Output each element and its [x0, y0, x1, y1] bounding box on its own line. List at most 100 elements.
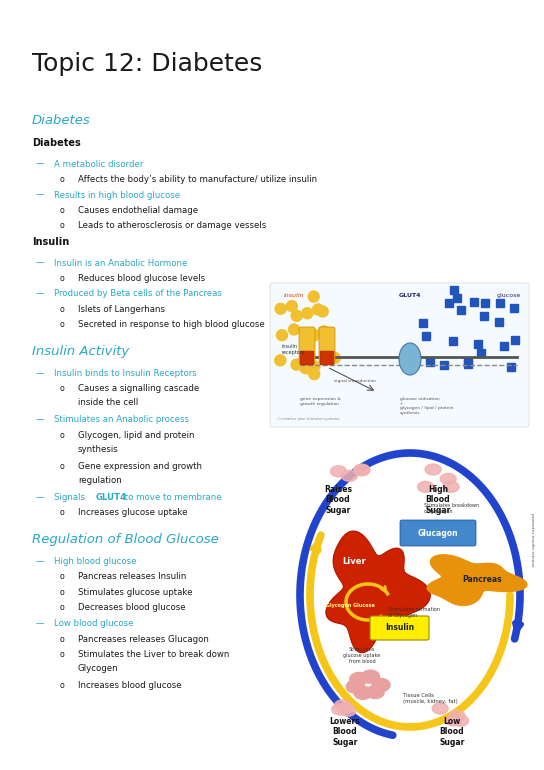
Ellipse shape	[332, 704, 348, 715]
Text: o: o	[60, 431, 65, 440]
Text: —: —	[36, 159, 45, 169]
Text: Increases blood glucose: Increases blood glucose	[78, 681, 182, 690]
Bar	[450, 286, 458, 294]
Ellipse shape	[418, 481, 434, 492]
Bar	[419, 319, 427, 327]
Text: Glycogen, lipid and protein: Glycogen, lipid and protein	[78, 431, 195, 440]
Text: o: o	[60, 274, 65, 283]
Ellipse shape	[362, 670, 380, 683]
Text: o: o	[60, 305, 65, 314]
Text: inside the cell: inside the cell	[78, 398, 138, 407]
Text: —: —	[36, 290, 45, 299]
Bar	[494, 318, 503, 326]
Circle shape	[308, 291, 319, 302]
Text: o: o	[60, 206, 65, 215]
Circle shape	[286, 300, 298, 312]
Ellipse shape	[342, 470, 357, 481]
Ellipse shape	[440, 474, 456, 484]
Ellipse shape	[399, 343, 421, 375]
Text: glucose utilization
+
glycogen / lipid / protein
synthesis: glucose utilization + glycogen / lipid /…	[400, 397, 454, 415]
Text: Insulin binds to Insulin Receptors: Insulin binds to Insulin Receptors	[54, 369, 197, 378]
Ellipse shape	[449, 711, 465, 721]
Text: o: o	[60, 222, 65, 230]
FancyBboxPatch shape	[400, 520, 476, 546]
FancyBboxPatch shape	[270, 283, 529, 427]
Text: Stimulates an Anabolic process: Stimulates an Anabolic process	[54, 416, 189, 424]
Text: High blood glucose: High blood glucose	[54, 557, 137, 566]
Bar	[422, 332, 430, 340]
Bar	[446, 299, 453, 306]
Text: ©creative dav. biotutor.systems: ©creative dav. biotutor.systems	[277, 417, 339, 421]
Text: Low blood glucose: Low blood glucose	[54, 619, 133, 628]
Circle shape	[309, 330, 320, 340]
Text: Tissue Cells
(muscle, kidney, fat): Tissue Cells (muscle, kidney, fat)	[403, 693, 458, 704]
Bar	[440, 361, 448, 369]
FancyBboxPatch shape	[320, 351, 334, 365]
Ellipse shape	[335, 700, 350, 711]
FancyBboxPatch shape	[299, 327, 315, 363]
Text: o: o	[60, 175, 65, 184]
Text: o: o	[60, 462, 65, 471]
Text: Signals: Signals	[54, 493, 88, 502]
Text: o: o	[60, 634, 65, 644]
Bar	[510, 304, 518, 313]
Text: Diabetes: Diabetes	[32, 138, 81, 148]
Text: Secreted in response to high blood glucose: Secreted in response to high blood gluco…	[78, 320, 265, 330]
Text: glucose: glucose	[497, 293, 521, 298]
Circle shape	[291, 310, 302, 321]
Bar	[453, 294, 461, 302]
Ellipse shape	[350, 672, 368, 685]
Circle shape	[302, 333, 313, 344]
Text: —: —	[36, 190, 45, 199]
Ellipse shape	[443, 481, 459, 492]
Text: promotes insulin release: promotes insulin release	[530, 514, 534, 567]
Circle shape	[288, 324, 300, 335]
Text: Glycogen Glucose: Glycogen Glucose	[326, 602, 374, 608]
Text: —: —	[36, 557, 45, 566]
Text: Insulin: Insulin	[32, 237, 69, 247]
Ellipse shape	[446, 715, 462, 726]
Ellipse shape	[330, 466, 347, 477]
Text: signal transduction: signal transduction	[334, 379, 376, 383]
Text: synthesis: synthesis	[78, 444, 119, 454]
Text: Insulin: Insulin	[385, 624, 414, 632]
Text: Insulin is an Anabolic Hormone: Insulin is an Anabolic Hormone	[54, 259, 187, 267]
Text: Stimulates
glucose uptake
from blood: Stimulates glucose uptake from blood	[343, 647, 381, 664]
Ellipse shape	[354, 686, 372, 699]
Ellipse shape	[346, 680, 364, 693]
Text: A metabolic disorder: A metabolic disorder	[54, 159, 144, 169]
Bar	[511, 336, 519, 344]
Polygon shape	[326, 531, 430, 652]
Text: Low
Blood
Sugar: Low Blood Sugar	[440, 717, 465, 747]
Text: regulation: regulation	[78, 476, 122, 484]
Text: gene expression &
growth regulation: gene expression & growth regulation	[300, 397, 341, 406]
Text: o: o	[60, 604, 65, 612]
Text: Lowers
Blood
Sugar: Lowers Blood Sugar	[330, 717, 360, 747]
Bar	[508, 363, 516, 371]
Circle shape	[275, 303, 286, 314]
Text: o: o	[60, 320, 65, 330]
Text: o: o	[60, 681, 65, 690]
Text: —: —	[36, 416, 45, 424]
Text: Regulation of Blood Glucose: Regulation of Blood Glucose	[32, 533, 219, 546]
Bar	[480, 312, 488, 320]
Bar	[481, 299, 489, 306]
Text: Diabetes: Diabetes	[32, 114, 91, 127]
Ellipse shape	[372, 678, 390, 691]
Bar	[464, 358, 472, 366]
Text: insulin
receptors: insulin receptors	[282, 344, 305, 355]
Text: insulin: insulin	[284, 293, 304, 298]
Text: Insulin Activity: Insulin Activity	[32, 345, 129, 358]
Text: o: o	[60, 588, 65, 597]
Text: —: —	[36, 259, 45, 267]
Circle shape	[276, 330, 287, 340]
Ellipse shape	[453, 715, 468, 726]
Circle shape	[302, 308, 313, 319]
FancyBboxPatch shape	[370, 616, 429, 640]
Text: o: o	[60, 508, 65, 517]
Bar	[464, 360, 472, 368]
Text: Glucagon: Glucagon	[418, 528, 458, 537]
Text: Topic 12: Diabetes: Topic 12: Diabetes	[32, 52, 262, 76]
Text: Stimulates formation
of Glycogen: Stimulates formation of Glycogen	[388, 607, 440, 618]
Text: GLUT4: GLUT4	[399, 293, 421, 298]
